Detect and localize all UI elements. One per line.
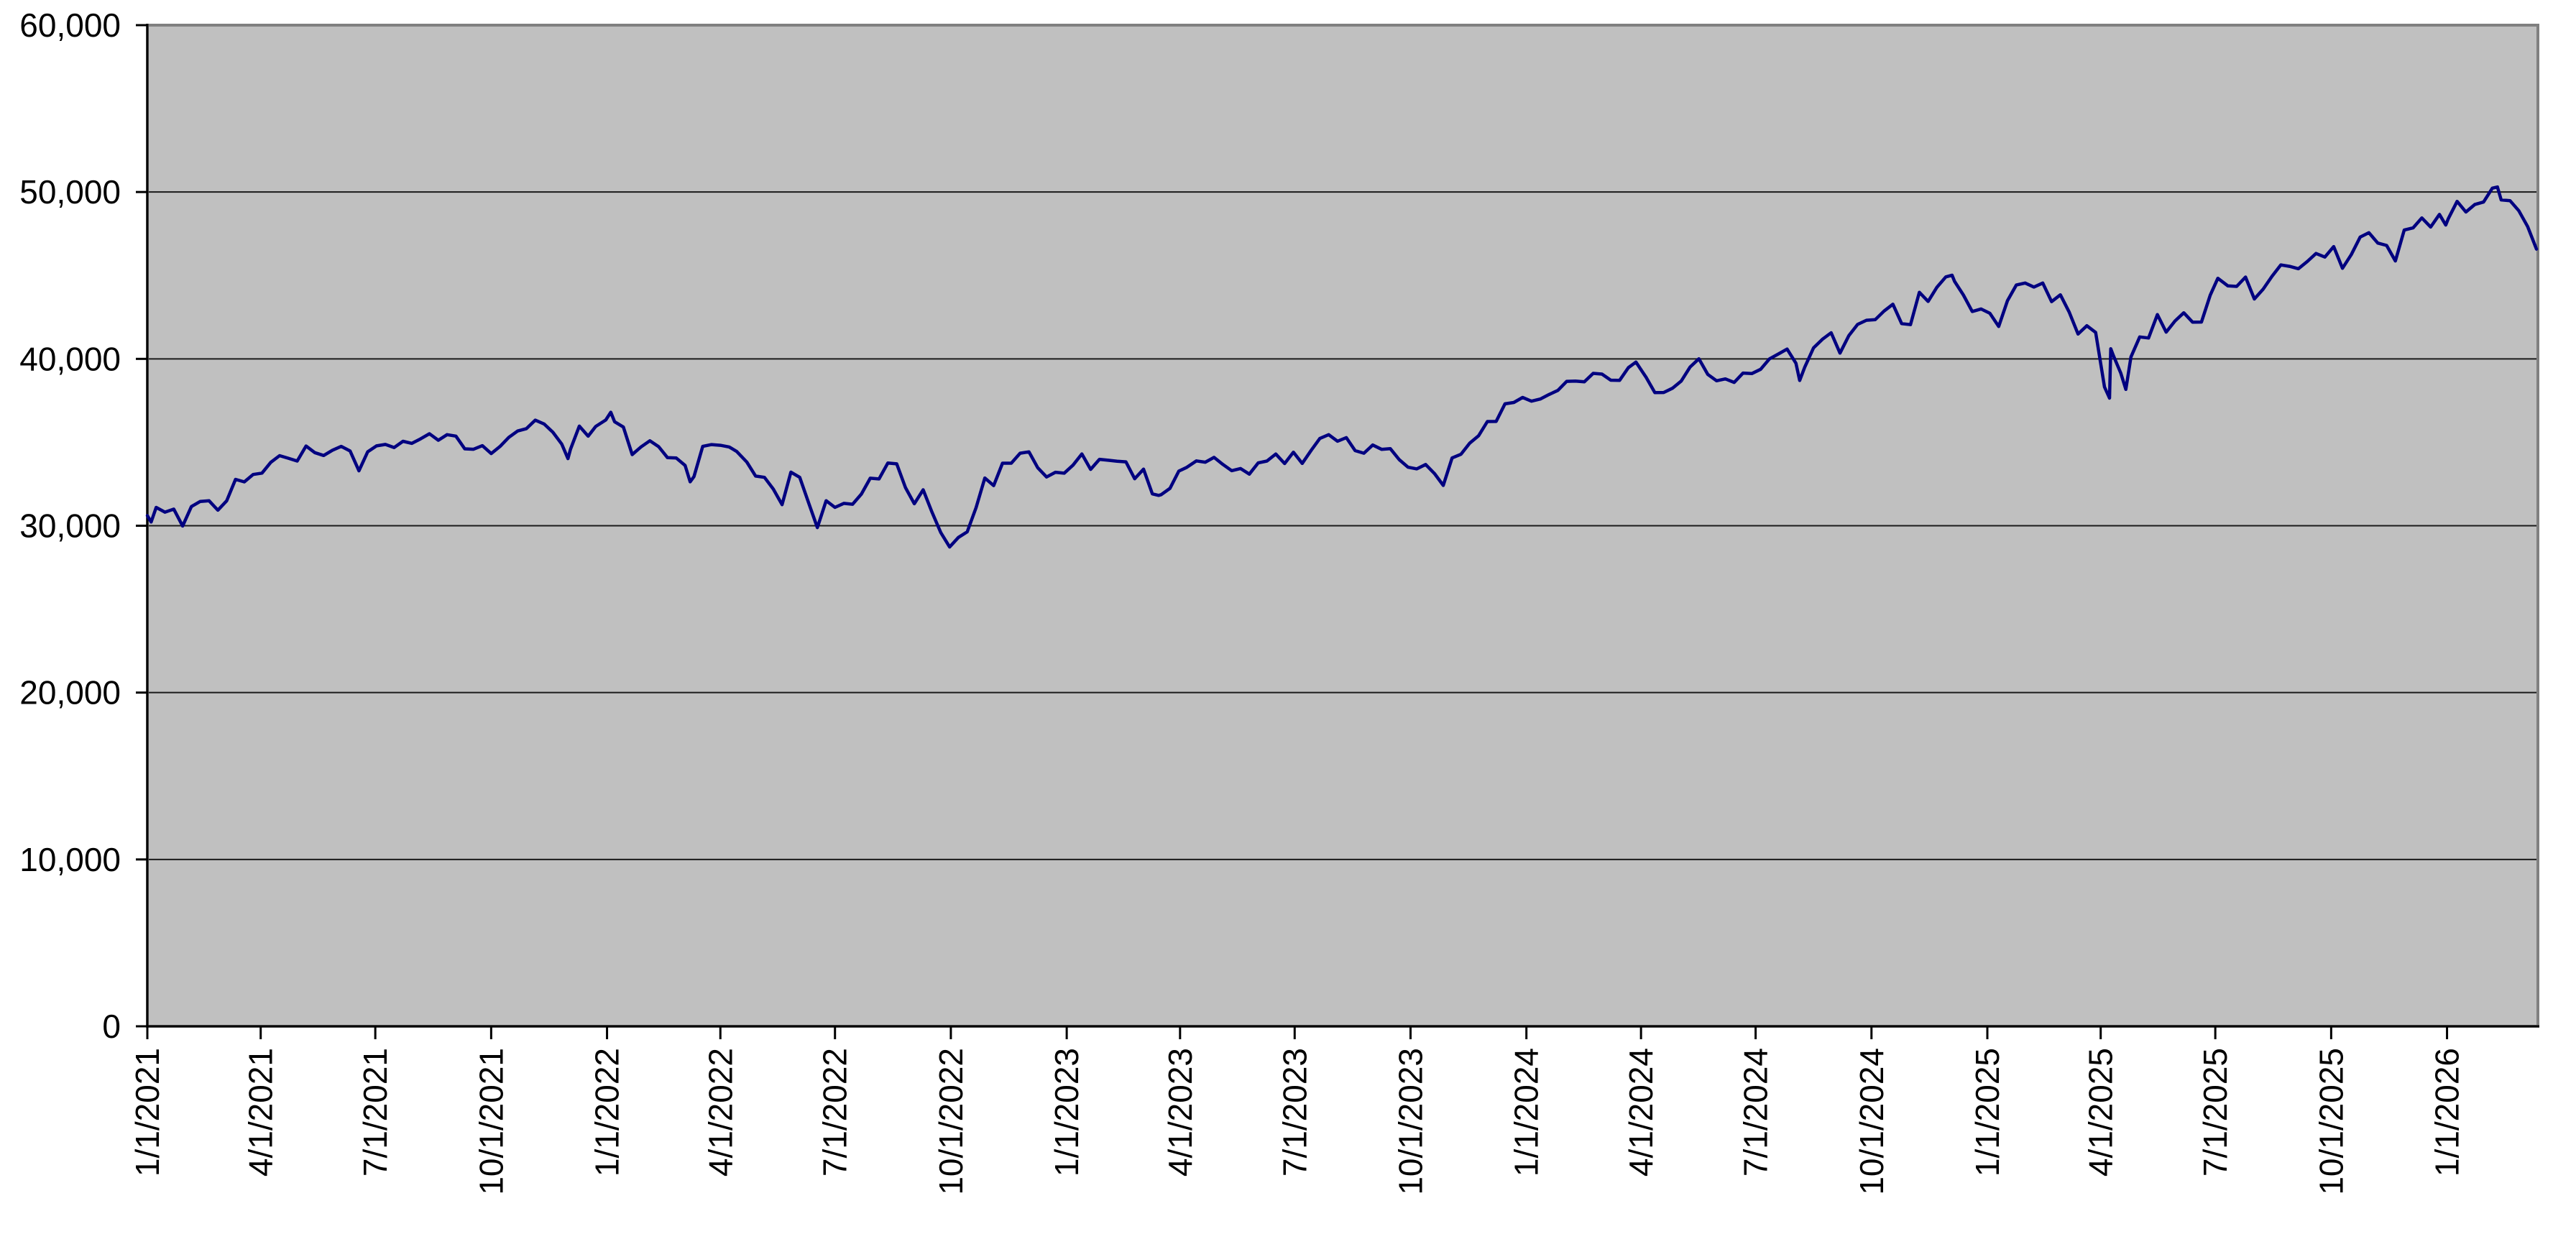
y-axis-label: 0 <box>102 1008 121 1045</box>
x-axis-label: 4/1/2022 <box>702 1048 739 1177</box>
x-axis-label: 1/1/2021 <box>129 1048 166 1177</box>
x-axis-label: 10/1/2025 <box>2312 1048 2350 1195</box>
x-axis-label: 7/1/2025 <box>2196 1048 2234 1177</box>
x-axis-label: 10/1/2023 <box>1392 1048 1429 1195</box>
y-axis-label: 50,000 <box>19 173 121 211</box>
x-axis-label: 4/1/2025 <box>2082 1048 2120 1177</box>
y-axis-label: 30,000 <box>19 507 121 545</box>
x-axis-label: 4/1/2023 <box>1162 1048 1199 1177</box>
x-axis-label: 10/1/2024 <box>1853 1048 1890 1195</box>
x-axis-label: 10/1/2022 <box>932 1048 970 1195</box>
x-axis-label: 1/1/2025 <box>1969 1048 2006 1177</box>
x-axis-label: 1/1/2023 <box>1048 1048 1085 1177</box>
price-line <box>145 185 2539 549</box>
y-axis-label: 40,000 <box>19 340 121 377</box>
x-axis-label: 4/1/2021 <box>242 1048 280 1177</box>
y-axis-label: 10,000 <box>19 841 121 878</box>
y-axis-label: 20,000 <box>19 674 121 712</box>
x-axis-label: 7/1/2021 <box>356 1048 394 1177</box>
x-axis-label: 10/1/2021 <box>472 1048 510 1195</box>
x-axis-label: 1/1/2024 <box>1508 1048 1545 1177</box>
x-axis-label: 1/1/2026 <box>2429 1048 2466 1177</box>
x-axis-label: 7/1/2024 <box>1737 1048 1775 1177</box>
x-axis-label: 4/1/2024 <box>1622 1048 1660 1177</box>
x-axis-label: 7/1/2022 <box>816 1048 854 1177</box>
y-axis-label: 60,000 <box>19 6 121 44</box>
x-axis-label: 7/1/2023 <box>1276 1048 1313 1177</box>
x-axis-label: 1/1/2022 <box>589 1048 626 1177</box>
